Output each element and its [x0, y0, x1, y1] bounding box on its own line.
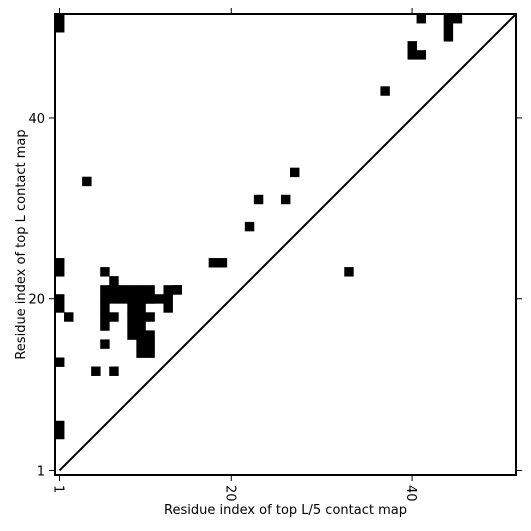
contact-cell-top-l — [253, 194, 264, 205]
contact-cell-top-l5 — [145, 330, 155, 340]
y-tick-label: 40 — [28, 112, 45, 127]
contact-cell-top-l — [127, 294, 137, 304]
contact-cell-top-l — [136, 303, 146, 313]
x-tick-label: 40 — [403, 485, 418, 502]
contact-cell-top-l — [145, 312, 155, 322]
contact-cell-top-l5 — [118, 285, 128, 295]
contact-cell-top-l — [163, 303, 173, 313]
contact-cell-top-l — [55, 294, 65, 304]
contact-cell-top-l — [55, 258, 65, 268]
y-tick-label: 1 — [37, 464, 45, 479]
contact-cell-top-l — [55, 420, 65, 431]
contact-cell-top-l — [100, 339, 110, 349]
contact-cell-top-l — [100, 267, 110, 277]
contact-cell-top-l — [127, 303, 137, 313]
contact-cell-top-l5 — [145, 348, 155, 358]
contact-cell-top-l — [127, 285, 137, 295]
contact-cell-top-l5 — [145, 339, 155, 349]
contact-cell-top-l — [136, 294, 146, 304]
contact-cell-top-l — [443, 14, 454, 24]
x-tick-label: 1 — [51, 485, 66, 493]
contact-cell-top-l — [290, 167, 300, 178]
contact-cell-top-l — [100, 285, 110, 295]
contact-cell-top-l5 — [136, 339, 146, 349]
contact-cell-top-l — [55, 267, 65, 277]
contact-cell-top-l — [100, 294, 110, 304]
contact-cell-top-l5 — [109, 276, 119, 286]
contact-cell-top-l5 — [109, 285, 119, 295]
contact-cell-top-l — [55, 429, 65, 440]
contact-cell-top-l — [217, 258, 228, 268]
contact-cell-top-l5 — [145, 294, 155, 304]
contact-cell-top-l — [380, 86, 390, 96]
contact-cell-top-l5 — [109, 294, 119, 304]
diagonal-line — [58, 13, 517, 472]
contact-cell-top-l — [91, 366, 101, 376]
contact-cell-top-l — [407, 41, 417, 51]
contact-cell-top-l — [100, 321, 110, 331]
contact-cell-top-l — [416, 50, 427, 60]
contact-cell-top-l — [163, 294, 173, 304]
contact-cells — [55, 14, 463, 440]
contact-cell-top-l — [136, 285, 146, 295]
contact-cell-top-l — [100, 303, 110, 313]
contact-cell-top-l — [55, 303, 65, 313]
contact-cell-top-l — [55, 14, 65, 24]
y-tick-label: 20 — [28, 293, 45, 308]
contact-cell-top-l — [280, 194, 291, 205]
contact-cell-top-l5 — [109, 366, 119, 376]
contact-cell-top-l — [136, 321, 146, 331]
contact-cell-top-l — [145, 285, 155, 295]
contact-cell-top-l — [100, 312, 110, 322]
contact-cell-top-l5 — [136, 330, 146, 340]
axis-ticks: 11 20 20 40 40 — [28, 8, 522, 502]
contact-cell-top-l5 — [118, 294, 128, 304]
contact-cell-top-l — [109, 312, 119, 322]
contact-cell-top-l — [416, 14, 427, 24]
contact-cell-top-l — [208, 258, 219, 268]
contact-cell-top-l — [163, 285, 173, 295]
y-axis-label: Residue index of top L contact map — [14, 129, 29, 359]
contact-cell-top-l — [443, 32, 454, 42]
contact-cell-top-l — [136, 312, 146, 322]
contact-cell-top-l — [154, 294, 164, 304]
contact-cell-top-l — [127, 321, 137, 331]
x-axis-label: Residue index of top L/5 contact map — [164, 503, 407, 518]
contact-cell-top-l5 — [172, 285, 182, 295]
contact-cell-top-l — [127, 330, 137, 340]
contact-cell-top-l5 — [344, 267, 354, 277]
contact-cell-top-l — [55, 23, 65, 33]
contact-cell-top-l — [127, 312, 137, 322]
contact-cell-top-l — [64, 312, 74, 322]
contact-cell-top-l — [244, 221, 255, 232]
contact-cell-top-l — [82, 176, 92, 187]
contact-cell-top-l5 — [136, 348, 146, 358]
x-tick-label: 20 — [222, 485, 237, 502]
contact-cell-top-l — [452, 14, 463, 24]
contact-cell-top-l — [443, 23, 454, 33]
contact-cell-top-l — [407, 50, 417, 60]
plot-frame — [54, 13, 517, 476]
contact-cell-top-l — [55, 357, 65, 367]
